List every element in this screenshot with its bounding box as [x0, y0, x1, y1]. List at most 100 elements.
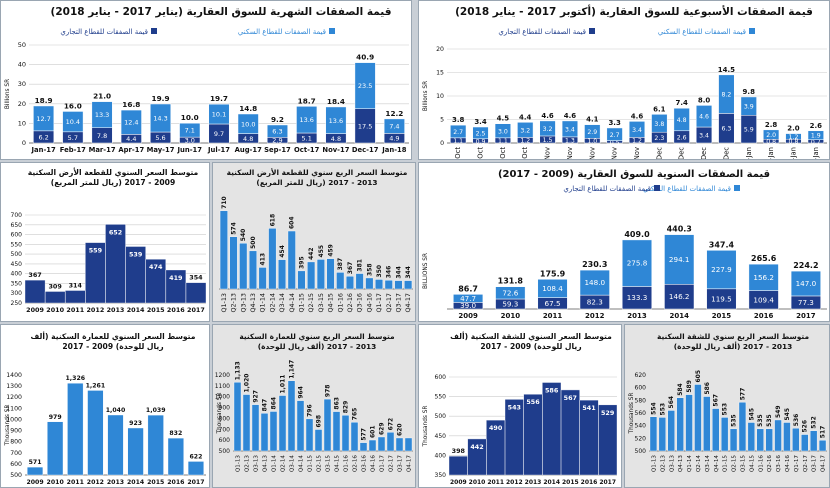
- x-tick-label: 2017: [187, 479, 204, 486]
- data-label: 500: [250, 236, 257, 249]
- total-label: 409.0: [624, 230, 650, 239]
- legend-swatch: [749, 28, 755, 34]
- total-label: 440.3: [667, 225, 692, 234]
- y-tick-label: 1100: [6, 405, 22, 412]
- bar-segment: [561, 120, 579, 138]
- data-label: 556: [526, 398, 540, 406]
- bar: [287, 230, 296, 290]
- data-label: 1,011: [280, 375, 287, 394]
- bar: [649, 416, 658, 452]
- bar: [147, 414, 164, 476]
- data-label: 12.4: [124, 119, 138, 127]
- x-tick-label: 5-Oct: [454, 147, 462, 159]
- y-tick-label: 450: [11, 261, 23, 268]
- data-label: 2.7: [453, 129, 463, 136]
- x-tick-label: Q4-17: [821, 455, 827, 473]
- bar: [801, 434, 809, 452]
- chart-apartment-annual: متوسط السعر السنوي للشقة السكنية (ألفريا…: [423, 331, 618, 486]
- data-label: 147.0: [796, 279, 817, 288]
- x-tick-label: 9-Nov: [566, 147, 574, 159]
- x-tick-label: 2014: [669, 312, 689, 320]
- x-tick-label: 2015: [147, 479, 164, 486]
- y-tick-label: 800: [10, 439, 22, 446]
- y-tick-label: 620: [635, 372, 647, 379]
- data-label: 387: [337, 258, 344, 271]
- x-tick-label: Q3-13: [239, 293, 247, 313]
- x-tick-label: 16-Nov: [588, 147, 596, 159]
- bar-segment: [628, 121, 646, 138]
- chart-panel-apartment-quarterly: متوسط السعر الربع سنوي للشقة السكنية (ألف…: [624, 324, 830, 488]
- data-label: 2.6: [677, 134, 687, 141]
- x-tick-label: Q4-16: [371, 455, 377, 473]
- data-label: 2.9: [272, 137, 282, 145]
- data-label: 978: [325, 385, 332, 398]
- chart-weekly: قيمة الصفقات الأسبوعية للسوق العقارية (أ…: [423, 4, 827, 159]
- data-label: 8.2: [721, 92, 731, 99]
- y-tick-label: 1200: [215, 372, 230, 379]
- y-tick-label: 1300: [6, 383, 22, 390]
- y-tick-label: 600: [635, 385, 647, 392]
- bar-segment: [664, 284, 695, 310]
- data-label: 1.1: [498, 138, 508, 145]
- y-tick-label: 1200: [6, 394, 22, 401]
- data-label: 0.7: [811, 139, 821, 146]
- data-label: 6.3: [272, 128, 282, 136]
- data-label: 829: [343, 401, 350, 414]
- x-tick-label: Q2-17: [389, 455, 395, 473]
- data-label: 13.6: [299, 116, 313, 124]
- data-label: 1.2: [789, 134, 799, 141]
- x-tick-label: Q1-17: [794, 455, 800, 473]
- y-tick-label: 20: [436, 46, 444, 53]
- x-tick-label: Q3-16: [356, 293, 364, 313]
- y-tick-label: 5: [440, 117, 444, 124]
- total-label: 9.2: [271, 115, 284, 124]
- bar-segment: [673, 107, 690, 132]
- bar-segment: [807, 130, 824, 140]
- data-label: 1,133: [235, 361, 242, 380]
- bar: [332, 411, 341, 452]
- total-label: 10.0: [181, 113, 199, 122]
- x-tick-label: 2009: [458, 312, 478, 320]
- x-tick-label: Q3-15: [326, 455, 332, 473]
- x-tick-label: 2017: [187, 306, 205, 314]
- bar: [323, 398, 332, 452]
- y-tick-label: 10: [18, 119, 26, 127]
- data-label: 927: [253, 390, 260, 403]
- total-label: 3.4: [474, 118, 487, 126]
- bar: [345, 276, 354, 290]
- chart-title: ريال للوحدة) 2009 - 2017: [480, 342, 581, 351]
- x-tick-label: Dec-17: [352, 146, 379, 154]
- bar-segment: [706, 250, 737, 290]
- data-label: 535: [766, 414, 773, 427]
- data-label: 3.2: [543, 126, 553, 133]
- data-label: 620: [397, 423, 404, 436]
- data-label: 577: [739, 388, 746, 401]
- total-label: 265.6: [751, 254, 777, 263]
- data-label: 4.8: [243, 135, 253, 143]
- x-tick-label: 28-Dec: [722, 147, 730, 159]
- y-tick-label: 900: [10, 428, 22, 435]
- data-label: 10.0: [241, 120, 255, 128]
- data-label: 119.5: [711, 294, 732, 303]
- data-label: 344: [405, 266, 412, 279]
- total-label: 19.7: [210, 94, 228, 103]
- y-tick-label: 400: [435, 452, 447, 459]
- x-tick-label: Q2-13: [245, 455, 251, 473]
- x-tick-label: 26-Oct: [521, 147, 529, 159]
- y-tick-label: 1000: [6, 416, 22, 423]
- bar-segment: [621, 239, 653, 287]
- bar: [127, 427, 144, 476]
- x-tick-label: Q1-16: [336, 293, 344, 313]
- legend-swatch: [589, 28, 595, 34]
- bar: [107, 414, 124, 476]
- chart-panel-land-quarterly: متوسط السعر الربع سنوي للقطعة الأرض السك…: [212, 162, 416, 322]
- x-tick-label: 2012: [506, 479, 523, 486]
- y-tick-label: 700: [10, 450, 22, 457]
- x-tick-label: Q4-14: [299, 455, 305, 473]
- data-label: 586: [704, 382, 711, 395]
- x-tick-label: Q2-14: [281, 455, 287, 473]
- x-tick-label: Q1-13: [220, 293, 228, 313]
- y-tick-label: 450: [435, 433, 447, 440]
- x-tick-label: 2013: [107, 479, 124, 486]
